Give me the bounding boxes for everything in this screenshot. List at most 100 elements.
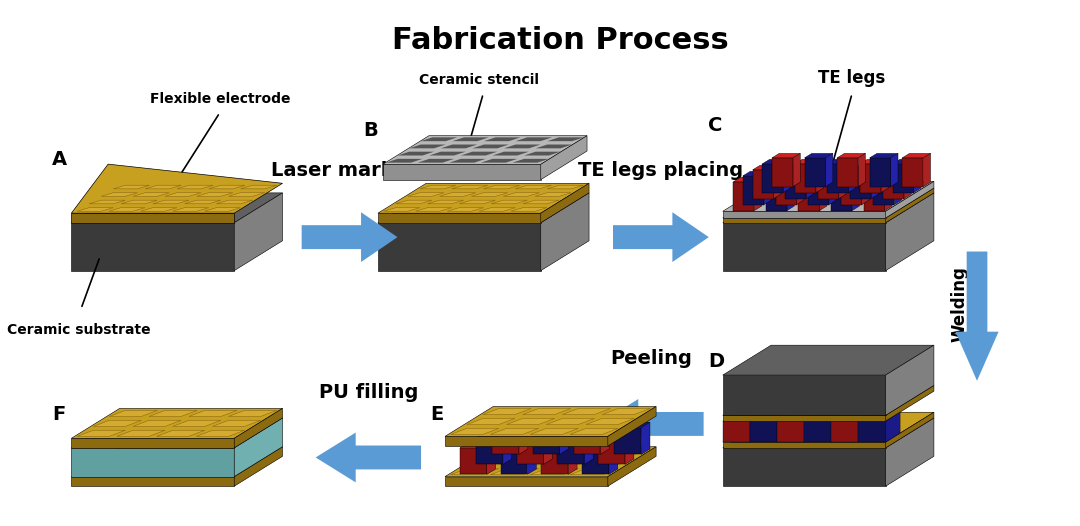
Polygon shape	[883, 165, 912, 170]
Polygon shape	[315, 432, 421, 482]
Polygon shape	[613, 212, 708, 262]
Polygon shape	[530, 469, 579, 474]
Polygon shape	[532, 428, 559, 454]
Polygon shape	[173, 420, 221, 427]
Polygon shape	[608, 447, 657, 486]
Polygon shape	[492, 151, 529, 156]
Polygon shape	[573, 422, 609, 428]
Polygon shape	[775, 176, 797, 205]
Polygon shape	[615, 428, 642, 454]
Polygon shape	[902, 154, 931, 158]
Polygon shape	[185, 200, 220, 204]
Polygon shape	[807, 165, 813, 199]
Text: TE legs: TE legs	[819, 69, 886, 87]
Polygon shape	[772, 158, 793, 187]
Polygon shape	[869, 158, 891, 187]
Polygon shape	[625, 432, 634, 464]
Polygon shape	[71, 448, 234, 477]
Polygon shape	[785, 170, 807, 199]
Polygon shape	[805, 421, 832, 442]
Polygon shape	[832, 421, 859, 442]
Polygon shape	[805, 412, 819, 442]
Polygon shape	[723, 181, 934, 211]
Polygon shape	[840, 176, 862, 205]
Polygon shape	[513, 159, 549, 163]
Polygon shape	[177, 185, 213, 189]
Polygon shape	[140, 208, 177, 211]
Polygon shape	[837, 158, 859, 187]
Polygon shape	[557, 432, 593, 438]
Polygon shape	[584, 432, 593, 464]
Polygon shape	[382, 164, 541, 180]
Polygon shape	[860, 164, 881, 193]
Polygon shape	[471, 193, 508, 196]
Polygon shape	[872, 165, 879, 199]
Polygon shape	[541, 193, 589, 271]
Polygon shape	[885, 177, 892, 210]
Polygon shape	[795, 164, 816, 193]
Polygon shape	[445, 407, 657, 437]
Polygon shape	[383, 208, 420, 211]
Polygon shape	[859, 421, 886, 442]
Polygon shape	[460, 448, 487, 474]
Polygon shape	[121, 200, 158, 204]
Polygon shape	[859, 154, 865, 187]
Polygon shape	[600, 422, 609, 454]
Polygon shape	[723, 218, 886, 223]
Polygon shape	[772, 154, 800, 158]
Polygon shape	[109, 410, 158, 417]
Polygon shape	[234, 418, 283, 477]
Polygon shape	[603, 449, 650, 455]
Text: B: B	[364, 121, 378, 140]
Polygon shape	[536, 145, 572, 148]
Polygon shape	[90, 200, 125, 204]
Polygon shape	[453, 137, 489, 141]
Text: Peeling: Peeling	[610, 349, 692, 368]
Polygon shape	[839, 165, 846, 199]
Polygon shape	[71, 447, 283, 477]
Polygon shape	[733, 182, 755, 210]
Text: Laser marking: Laser marking	[271, 160, 428, 180]
Polygon shape	[598, 438, 625, 464]
Polygon shape	[157, 430, 205, 437]
Polygon shape	[93, 420, 141, 427]
Polygon shape	[516, 432, 553, 438]
Polygon shape	[785, 165, 813, 170]
Polygon shape	[798, 182, 820, 210]
Polygon shape	[568, 442, 577, 474]
Polygon shape	[541, 183, 589, 223]
Polygon shape	[864, 177, 892, 182]
Polygon shape	[750, 412, 765, 442]
Polygon shape	[743, 176, 764, 205]
Polygon shape	[511, 208, 548, 211]
Polygon shape	[902, 158, 923, 187]
Polygon shape	[864, 182, 885, 210]
Polygon shape	[753, 170, 773, 199]
Polygon shape	[382, 136, 588, 164]
Polygon shape	[886, 345, 934, 416]
Text: Welding: Welding	[950, 266, 969, 342]
Polygon shape	[480, 208, 515, 211]
Polygon shape	[609, 442, 618, 474]
Polygon shape	[504, 145, 540, 148]
Text: E: E	[431, 405, 444, 424]
Polygon shape	[886, 188, 934, 223]
Polygon shape	[762, 164, 783, 193]
Polygon shape	[923, 154, 931, 187]
Polygon shape	[778, 421, 805, 442]
Polygon shape	[570, 469, 618, 474]
Polygon shape	[723, 421, 750, 442]
Polygon shape	[837, 154, 865, 158]
Polygon shape	[840, 171, 869, 176]
Polygon shape	[894, 171, 902, 205]
Polygon shape	[816, 159, 823, 193]
Polygon shape	[440, 193, 476, 196]
Polygon shape	[869, 154, 897, 158]
Text: Ceramic stencil: Ceramic stencil	[419, 73, 539, 87]
Polygon shape	[573, 428, 600, 454]
Polygon shape	[301, 212, 397, 262]
Polygon shape	[216, 200, 253, 204]
Polygon shape	[775, 171, 804, 176]
Polygon shape	[428, 200, 463, 204]
Polygon shape	[832, 177, 860, 182]
